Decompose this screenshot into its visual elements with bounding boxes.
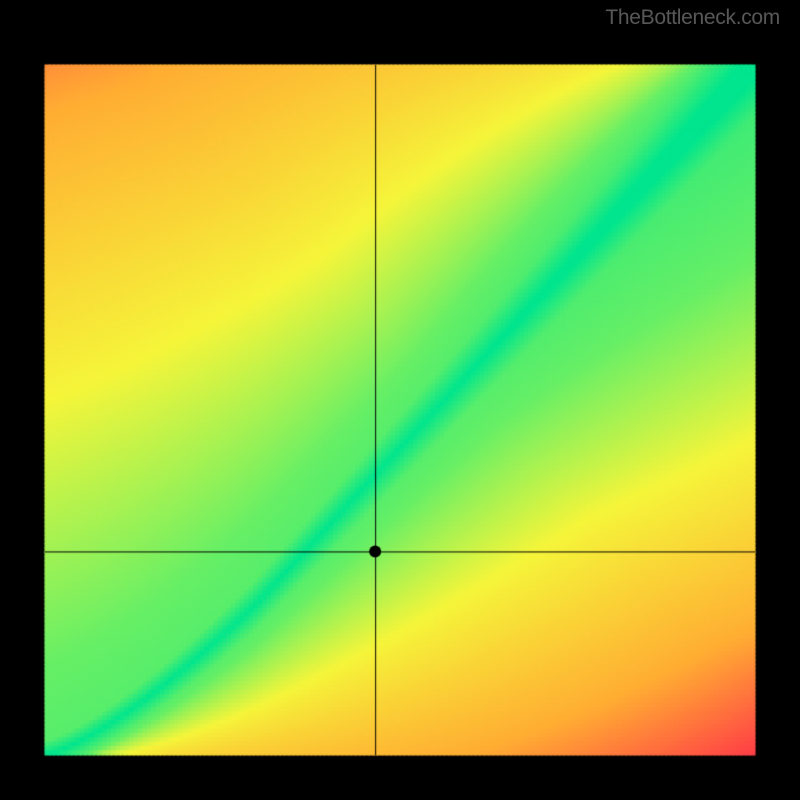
bottleneck-heatmap — [0, 0, 800, 800]
attribution-text: TheBottleneck.com — [605, 6, 780, 30]
